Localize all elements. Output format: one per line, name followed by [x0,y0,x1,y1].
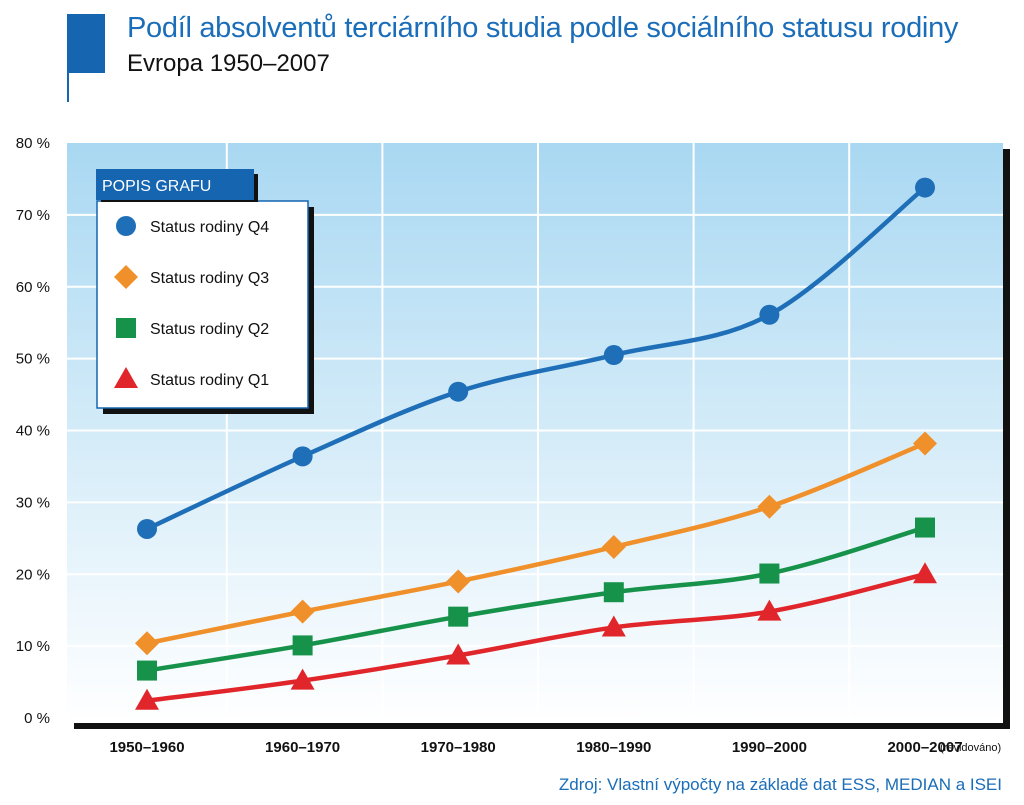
data-point-circle [759,304,780,325]
data-point-circle [915,177,935,198]
y-tick-label: 30 % [16,494,50,511]
series-markers [135,177,937,710]
y-tick-label: 80 % [16,135,50,152]
data-point-square [137,660,157,681]
y-tick-label: 10 % [16,638,50,655]
legend-marker-circle [116,216,136,236]
x-tick-label: 1950–1960 [109,739,184,756]
data-point-diamond [135,631,159,656]
x-tick-label: 2000–2007 [887,739,962,756]
series-line-triangle [144,572,928,703]
data-point-triangle [290,668,315,690]
data-point-circle [448,381,469,402]
title-accent-bar [67,14,105,73]
y-tick-label: 20 % [16,566,50,583]
x-tick-label: 1980–1990 [576,739,651,756]
series-line-diamond [144,441,928,646]
data-point-square [603,582,624,603]
legend-label: Status rodiny Q1 [150,372,269,389]
data-point-square [448,606,469,627]
legend-marker-square [116,318,136,338]
data-point-circle [137,518,157,539]
data-point-square [292,635,313,656]
series-lines [144,185,928,703]
legend-marker-diamond [114,265,138,289]
data-point-diamond [446,569,471,594]
series-line-circle [144,185,928,532]
data-point-diamond [601,534,626,559]
data-point-triangle [913,562,937,584]
y-tick-label: 60 % [16,279,50,296]
data-point-triangle [135,688,159,710]
x-axis: 1950–1960 1960–1970 1970–1980 1980–1990 1990… [109,739,1001,756]
data-point-square [915,517,935,538]
data-point-diamond [290,599,315,624]
data-point-triangle [601,615,626,637]
chart-title: Podíl absolventů terciárního studia podl… [127,12,959,44]
legend-title: POPIS GRAFU [102,178,211,195]
legend-label: Status rodiny Q4 [150,219,269,236]
x-tick-label: 1990–2000 [732,739,807,756]
y-axis: 0 % 10 % 20 % 30 % 40 % 50 % 60 % 70 % 80 % [16,135,50,727]
data-point-diamond [757,494,782,519]
data-point-triangle [757,599,782,621]
data-point-circle [603,345,624,366]
source-note: Zdroj: Vlastní výpočty na základě dat ES… [558,775,1002,794]
data-point-triangle [446,643,471,665]
legend-label: Status rodiny Q2 [150,321,269,338]
legend-head [96,169,254,200]
y-tick-label: 70 % [16,207,50,224]
x-tick-label: 1960–1970 [265,739,340,756]
title-accent-rule [67,14,69,102]
legend-box [96,200,309,409]
data-point-diamond [913,431,937,456]
legend-label: Status rodiny Q3 [150,270,269,287]
legend-marker-triangle [114,367,138,388]
chart-subtitle: Evropa 1950–2007 [127,50,330,77]
legend-items: Status rodiny Q4 Status rodiny Q3 Status r… [114,216,269,389]
y-tick-label: 0 % [24,710,50,727]
y-tick-label: 40 % [16,423,50,440]
data-point-circle [292,446,313,467]
y-tick-label: 50 % [16,351,50,368]
data-point-square [759,563,780,584]
x-tick-label: 1970–1980 [421,739,496,756]
x-tick-note: (revidováno) [940,742,1001,754]
series-line-square [144,525,928,673]
